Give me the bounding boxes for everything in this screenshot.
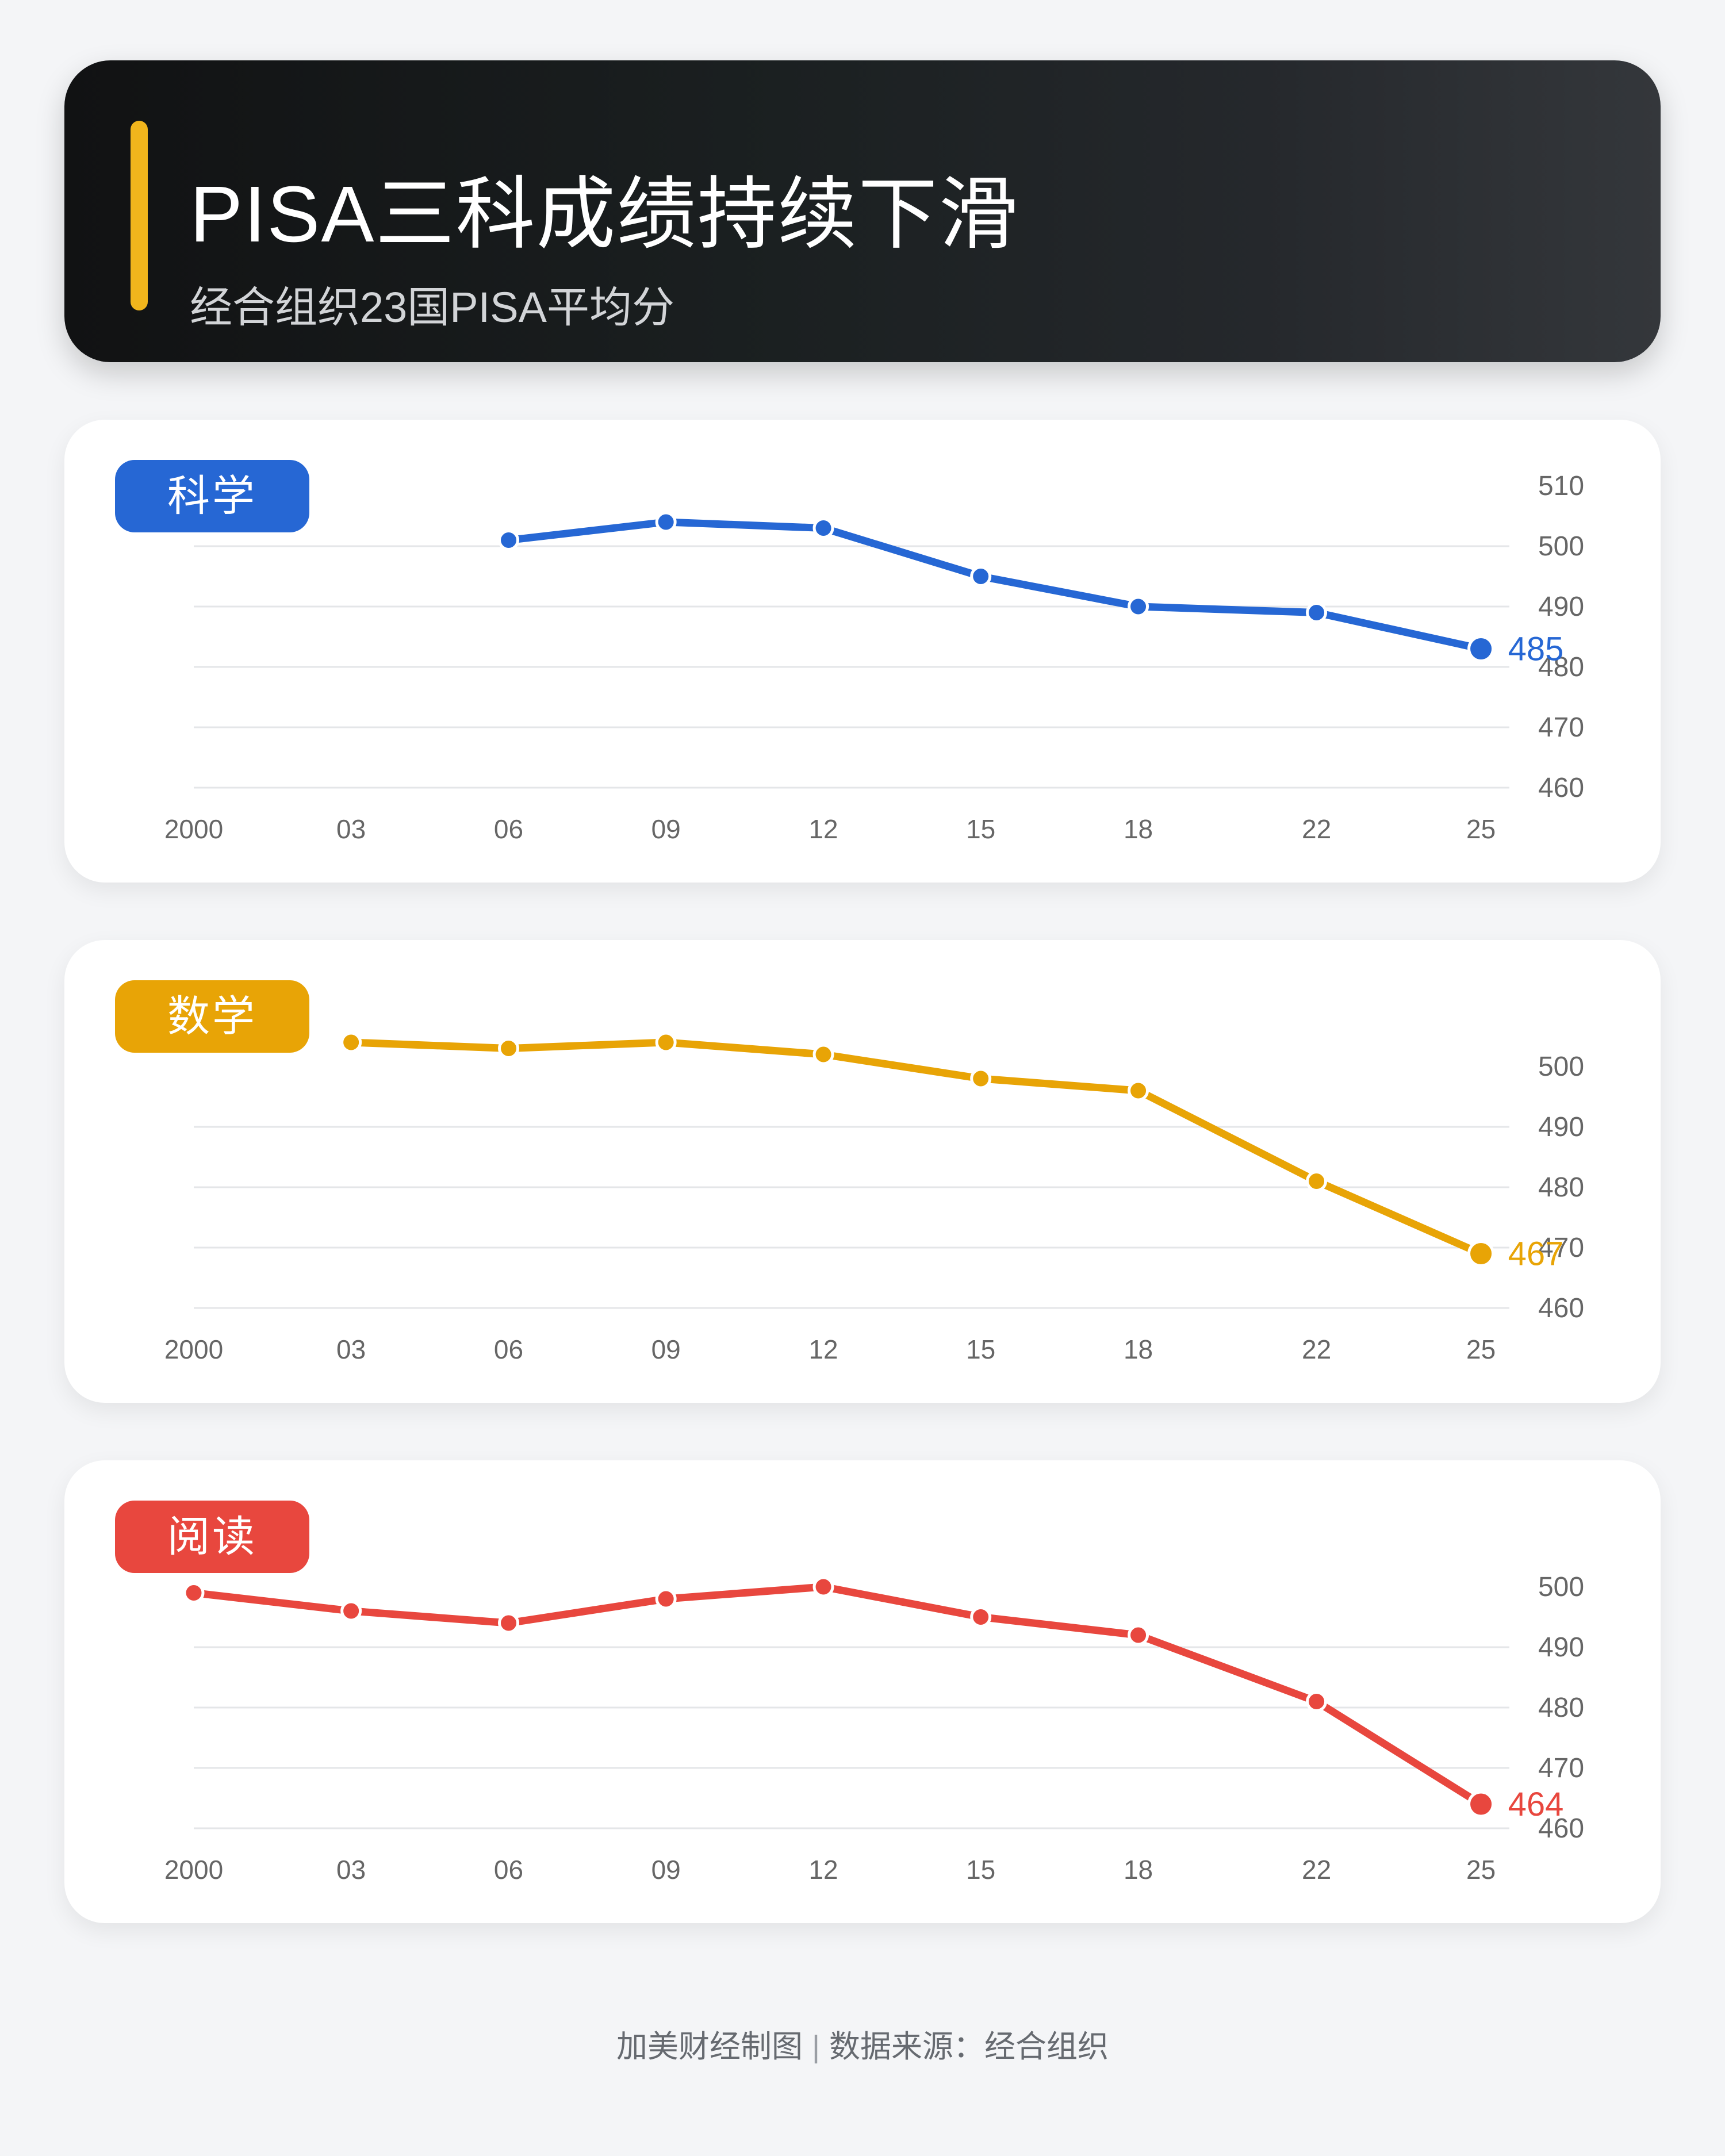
math-y-tick-label: 480 xyxy=(1538,1172,1584,1203)
footer: 加美财经制图 | 数据来源：经合组织 xyxy=(0,2024,1725,2070)
math-y-tick-label: 490 xyxy=(1538,1112,1584,1142)
science-x-tick-label: 2000 xyxy=(164,814,223,844)
reading-series-line xyxy=(190,1583,1485,1808)
science-y-tick-label: 510 xyxy=(1538,471,1584,501)
science-y-tick-label: 500 xyxy=(1538,531,1584,562)
math-data-point xyxy=(1467,1240,1495,1267)
reading-x-tick-label: 03 xyxy=(336,1855,366,1885)
science-x-tick-label: 06 xyxy=(494,814,523,844)
science-x-tick-label: 03 xyxy=(336,814,366,844)
math-y-tick-label: 470 xyxy=(1538,1233,1584,1263)
math-data-point xyxy=(1128,1080,1149,1102)
reading-x-tick-label: 18 xyxy=(1124,1855,1153,1885)
science-end-value-label: 485 xyxy=(1508,631,1564,668)
math-x-tick-label: 12 xyxy=(808,1334,838,1364)
reading-x-tick-label: 22 xyxy=(1302,1855,1331,1885)
reading-data-point xyxy=(183,1582,205,1603)
reading-data-point xyxy=(1306,1691,1328,1712)
math-y-tick-label: 460 xyxy=(1538,1293,1584,1323)
science-data-point xyxy=(970,566,992,587)
math-x-tick-label: 09 xyxy=(651,1334,681,1364)
reading-end-value-label: 464 xyxy=(1508,1786,1564,1823)
science-data-point xyxy=(498,530,520,551)
reading-y-tick-label: 480 xyxy=(1538,1693,1584,1723)
math-label-pill: 数学 xyxy=(115,980,309,1053)
footer-credit: 加美财经制图 xyxy=(616,2030,803,2064)
math-data-point xyxy=(498,1038,520,1059)
science-y-tick-label: 480 xyxy=(1538,652,1584,682)
reading-line-chart: 460 470 480 490 500 2000 03 06 09 12 15 18 22 25 464 xyxy=(164,1572,1584,1885)
reading-y-tick-label: 490 xyxy=(1538,1632,1584,1663)
reading-data-point xyxy=(340,1600,362,1622)
reading-data-point xyxy=(1128,1624,1149,1646)
science-x-tick-label: 09 xyxy=(651,814,681,844)
math-x-tick-label: 2000 xyxy=(164,1334,223,1364)
page-title: PISA三科成绩持续下滑 xyxy=(190,170,1019,259)
science-label-pill: 科学 xyxy=(115,460,309,532)
reading-chart-card: 阅读 460 470 480 490 500 2000 03 06 09 12 15 18 22 25 46… xyxy=(64,1460,1661,1923)
science-chart-card: 科学 460 470 480 490 500 510 2000 03 06 09 12 15 18 22 2… xyxy=(64,420,1661,883)
science-data-point xyxy=(1467,635,1495,662)
reading-data-point xyxy=(655,1588,677,1610)
header-banner: PISA三科成绩持续下滑 经合组织23国PISA平均分 xyxy=(64,60,1661,362)
reading-data-point xyxy=(1467,1790,1495,1818)
reading-data-point xyxy=(498,1612,520,1634)
reading-x-tick-label: 09 xyxy=(651,1855,681,1885)
science-y-tick-label: 460 xyxy=(1538,773,1584,803)
math-line-chart: 460 470 480 490 500 2000 03 06 09 12 15 18 22 25 467 xyxy=(164,1031,1584,1364)
footer-separator: | xyxy=(811,2030,821,2064)
reading-x-tick-label: 06 xyxy=(494,1855,523,1885)
math-x-tick-label: 03 xyxy=(336,1334,366,1364)
science-x-tick-label: 25 xyxy=(1466,814,1496,844)
science-x-tick-label: 15 xyxy=(966,814,995,844)
science-y-tick-label: 470 xyxy=(1538,712,1584,743)
math-y-tick-label: 500 xyxy=(1538,1052,1584,1082)
reading-x-tick-label: 2000 xyxy=(164,1855,223,1885)
reading-label-pill: 阅读 xyxy=(115,1501,309,1573)
science-y-tick-label: 490 xyxy=(1538,592,1584,622)
science-series-line xyxy=(505,518,1485,653)
math-chart-card: 数学 460 470 480 490 500 2000 03 06 09 12 15 18 22 25 46… xyxy=(64,940,1661,1403)
reading-y-tick-label: 500 xyxy=(1538,1572,1584,1602)
science-x-tick-label: 18 xyxy=(1124,814,1153,844)
math-end-value-label: 467 xyxy=(1508,1236,1564,1273)
reading-x-tick-label: 12 xyxy=(808,1855,838,1885)
math-x-tick-label: 18 xyxy=(1124,1334,1153,1364)
reading-x-tick-label: 25 xyxy=(1466,1855,1496,1885)
math-data-point xyxy=(1306,1171,1328,1192)
science-data-point xyxy=(655,511,677,533)
reading-y-tick-label: 460 xyxy=(1538,1813,1584,1844)
math-x-tick-label: 15 xyxy=(966,1334,995,1364)
math-data-point xyxy=(812,1044,834,1065)
footer-source: 数据来源：经合组织 xyxy=(829,2030,1109,2064)
reading-y-tick-label: 470 xyxy=(1538,1753,1584,1783)
math-data-point xyxy=(655,1031,677,1053)
accent-bar xyxy=(131,121,148,310)
math-x-tick-label: 06 xyxy=(494,1334,523,1364)
math-data-point xyxy=(970,1068,992,1089)
science-data-point xyxy=(812,517,834,539)
science-line-chart: 460 470 480 490 500 510 2000 03 06 09 12 15 18 22 25 48… xyxy=(164,471,1584,844)
page-subtitle: 经合组织23国PISA平均分 xyxy=(190,283,674,331)
reading-data-point xyxy=(812,1576,834,1598)
science-x-tick-label: 22 xyxy=(1302,814,1331,844)
math-data-point xyxy=(340,1031,362,1053)
science-x-tick-label: 12 xyxy=(808,814,838,844)
science-data-point xyxy=(1128,596,1149,617)
reading-x-tick-label: 15 xyxy=(966,1855,995,1885)
math-x-tick-label: 25 xyxy=(1466,1334,1496,1364)
math-series-line xyxy=(347,1038,1485,1257)
math-x-tick-label: 22 xyxy=(1302,1334,1331,1364)
science-data-point xyxy=(1306,602,1328,623)
reading-data-point xyxy=(970,1606,992,1628)
